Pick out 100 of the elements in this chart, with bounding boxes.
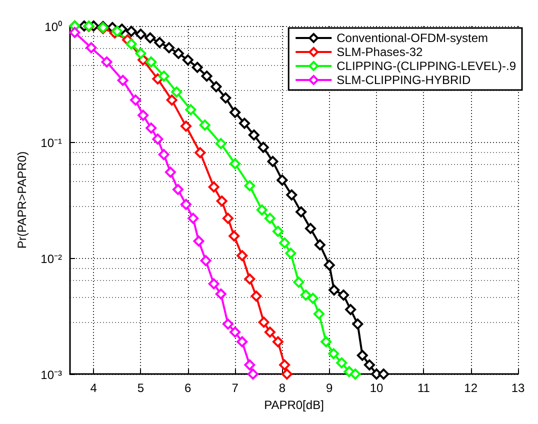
point xyxy=(135,28,146,40)
point xyxy=(146,122,157,134)
point xyxy=(307,292,318,304)
legend-label: SLM-Phases-32 xyxy=(336,45,423,59)
y-tick-label: 10⁻³ xyxy=(40,368,62,382)
point xyxy=(154,37,166,48)
point xyxy=(256,204,268,216)
point xyxy=(69,26,80,38)
point xyxy=(244,359,256,370)
point xyxy=(313,308,324,320)
point xyxy=(158,70,170,82)
point xyxy=(144,32,156,44)
point xyxy=(286,189,298,200)
point xyxy=(293,276,304,288)
x-tick-label: 7 xyxy=(232,381,239,396)
x-tick-label: 4 xyxy=(90,381,98,396)
x-tick-label: 9 xyxy=(326,381,334,396)
x-tick-label: 10 xyxy=(370,381,384,396)
point xyxy=(172,48,184,59)
x-tick-label: 11 xyxy=(417,381,430,396)
point xyxy=(320,336,332,348)
point xyxy=(281,368,292,380)
point xyxy=(244,180,256,192)
point xyxy=(185,104,196,116)
x-tick-label: 12 xyxy=(464,381,478,396)
point xyxy=(267,156,278,167)
point xyxy=(300,290,312,301)
x-axis-title: PAPR0[dB] xyxy=(264,398,324,412)
point xyxy=(117,74,128,86)
point xyxy=(230,158,241,170)
point xyxy=(146,56,157,68)
point xyxy=(126,38,137,50)
point xyxy=(101,56,112,68)
point xyxy=(138,110,149,121)
y-tick-label: 10⁻² xyxy=(40,252,62,266)
point xyxy=(193,236,204,247)
point xyxy=(364,359,375,370)
point xyxy=(201,70,212,82)
point xyxy=(350,368,361,380)
point xyxy=(220,92,232,104)
point xyxy=(171,86,182,98)
x-tick-label: 8 xyxy=(278,381,286,396)
y-tick-label: 10⁻¹ xyxy=(40,136,62,150)
point xyxy=(164,166,176,178)
point xyxy=(180,198,192,210)
point xyxy=(264,212,276,224)
point xyxy=(199,120,210,131)
point xyxy=(152,134,164,145)
point xyxy=(296,206,307,218)
point xyxy=(180,120,192,132)
point xyxy=(236,250,248,262)
legend-label: SLM-CLIPPING-HYBRID xyxy=(336,73,471,87)
point xyxy=(228,230,240,242)
point xyxy=(258,316,270,328)
point xyxy=(200,255,212,266)
point xyxy=(135,48,146,59)
point xyxy=(244,274,256,285)
point xyxy=(230,106,241,118)
point xyxy=(112,26,123,37)
point xyxy=(86,42,97,54)
point xyxy=(328,348,340,360)
point xyxy=(272,226,284,237)
point xyxy=(126,26,137,37)
point xyxy=(285,248,296,259)
point xyxy=(236,336,248,348)
point xyxy=(164,42,175,54)
point xyxy=(264,326,276,338)
point xyxy=(208,181,220,192)
point xyxy=(250,290,262,302)
point xyxy=(248,129,260,140)
point xyxy=(356,350,368,361)
point xyxy=(188,212,199,224)
point xyxy=(230,326,241,338)
point xyxy=(192,62,203,73)
legend-label: Conventional-OFDM-system xyxy=(336,31,488,45)
x-tick-label: 13 xyxy=(511,381,525,396)
point xyxy=(152,73,164,84)
point xyxy=(336,357,348,368)
point xyxy=(172,184,184,195)
point xyxy=(215,288,226,300)
point xyxy=(279,359,290,370)
legend-label: CLIPPING-(CLIPPING-LEVEL)-.9 xyxy=(336,59,516,73)
point xyxy=(182,54,194,66)
point xyxy=(378,368,390,380)
point xyxy=(208,278,220,290)
point xyxy=(238,118,250,129)
y-tick-label: 10⁰ xyxy=(44,20,62,34)
point xyxy=(276,174,288,186)
point xyxy=(222,212,234,224)
point xyxy=(210,81,222,92)
point xyxy=(258,142,269,153)
point xyxy=(216,196,228,207)
point xyxy=(222,318,234,330)
x-tick-label: 5 xyxy=(137,381,144,396)
point xyxy=(194,147,206,158)
point xyxy=(247,368,258,380)
x-tick-label: 6 xyxy=(184,381,192,396)
point xyxy=(158,149,170,160)
point xyxy=(324,260,335,271)
point xyxy=(272,336,284,348)
